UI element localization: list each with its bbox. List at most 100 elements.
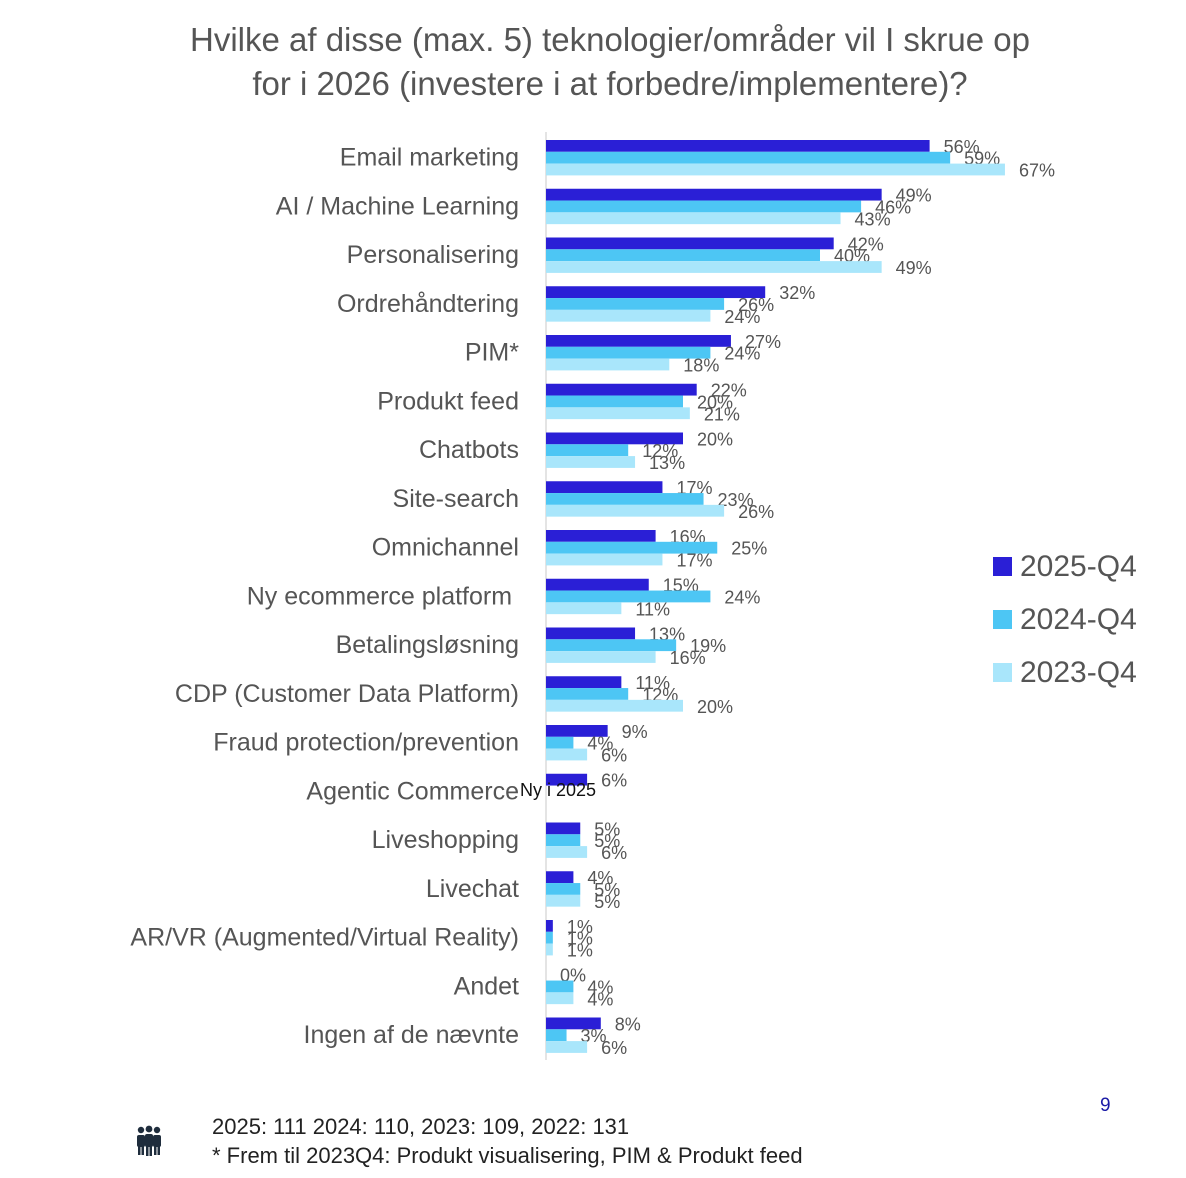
data-label: 20%	[697, 429, 733, 449]
bar-2024-q4	[546, 736, 574, 749]
title-line-1: Hvilke af disse (max. 5) teknologier/omr…	[190, 21, 1030, 58]
category-label: Omnichannel	[372, 534, 519, 562]
bar-2025-q4	[546, 871, 574, 884]
legend-label-2025: 2025-Q4	[1020, 549, 1137, 583]
data-label: 1%	[567, 941, 593, 961]
data-label: 27%	[745, 332, 781, 352]
bar-2024-q4	[546, 590, 711, 603]
data-label: 6%	[601, 771, 627, 791]
bar-2023-q4	[546, 894, 581, 907]
data-label: 5%	[594, 831, 620, 851]
category-label: Email marketing	[340, 144, 519, 172]
data-label: 12%	[642, 441, 678, 461]
bar-2023-q4	[546, 699, 683, 712]
bar-2023-q4	[546, 261, 882, 273]
data-label: 23%	[718, 490, 754, 510]
data-label: 42%	[848, 234, 884, 254]
bar-2024-q4	[546, 688, 629, 700]
bar-2023-q4	[546, 602, 622, 615]
data-label: 24%	[724, 344, 760, 364]
bar-2025-q4	[546, 335, 731, 347]
category-label: CDP (Customer Data Platform)	[175, 680, 519, 708]
data-label: 26%	[738, 502, 774, 522]
data-label: 19%	[690, 636, 726, 656]
bar-2024-q4	[546, 151, 951, 164]
category-label: Personalisering	[347, 241, 519, 269]
bar-2023-q4	[546, 504, 725, 517]
title-line-2: for i 2026 (investere i at forbedre/impl…	[252, 65, 968, 102]
data-label: 5%	[594, 819, 620, 839]
bar-2024-q4	[546, 883, 581, 895]
data-label: 1%	[567, 929, 593, 949]
bar-2024-q4	[546, 395, 683, 408]
bar-2025-q4	[546, 822, 581, 835]
data-label: 11%	[635, 599, 670, 619]
data-label: 20%	[697, 392, 733, 412]
bar-2025-q4	[546, 188, 882, 201]
footer-note: 2025: 111 2024: 110, 2023: 109, 2022: 13…	[212, 1112, 803, 1170]
bar-2024-q4	[546, 298, 725, 310]
footer-sample-sizes: 2025: 111 2024: 110, 2023: 109, 2022: 13…	[212, 1114, 630, 1139]
bar-2023-q4	[546, 943, 553, 956]
bar-2025-q4	[546, 725, 608, 737]
data-label: 17%	[676, 551, 712, 571]
bar-2024-q4	[546, 1029, 567, 1042]
category-label: Ingen af de nævnte	[304, 1021, 519, 1049]
category-label: Betalingsløsning	[336, 631, 519, 659]
bar-2023-q4	[546, 846, 588, 858]
bar-2025-q4	[546, 140, 930, 152]
people-group-icon	[137, 1125, 161, 1156]
chart-title: Hvilke af disse (max. 5) teknologier/omr…	[60, 18, 1160, 106]
data-label: 46%	[875, 197, 911, 217]
legend-swatch-2023	[993, 663, 1012, 682]
data-label: 4%	[587, 977, 613, 997]
category-label: Fraud protection/prevention	[213, 729, 519, 757]
data-label: 24%	[724, 307, 760, 327]
bar-2025-q4	[546, 1017, 601, 1030]
bar-2023-q4	[546, 358, 670, 371]
bar-2024-q4	[546, 980, 574, 993]
data-label: 16%	[670, 648, 706, 668]
data-label: 11%	[635, 673, 670, 693]
legend-swatch-2025	[993, 557, 1012, 576]
bar-2024-q4	[546, 541, 718, 554]
bar-2024-q4	[546, 834, 581, 847]
data-label: 13%	[649, 453, 685, 473]
bar-2023-q4	[546, 309, 711, 322]
data-label: 5%	[594, 892, 620, 912]
bar-2023-q4	[546, 748, 588, 761]
data-label: 56%	[944, 137, 980, 157]
data-label: 4%	[587, 989, 613, 1009]
data-label: 6%	[601, 843, 627, 863]
bar-2023-q4	[546, 1041, 588, 1053]
data-label: 1%	[567, 917, 593, 937]
bar-2023-q4	[546, 407, 690, 420]
data-label: 43%	[855, 209, 891, 229]
bar-2025-q4	[546, 773, 588, 786]
data-label: 8%	[615, 1014, 641, 1034]
data-label: 26%	[738, 295, 774, 315]
bar-2025-q4	[546, 286, 766, 299]
data-label: 6%	[601, 1038, 627, 1058]
data-label: 67%	[1019, 161, 1055, 181]
bar-2025-q4	[546, 530, 656, 542]
category-label: AI / Machine Learning	[276, 192, 519, 220]
category-label: Ny ecommerce platform	[247, 582, 519, 610]
footer-footnote: * Frem til 2023Q4: Produkt visualisering…	[212, 1143, 803, 1168]
bar-2023-q4	[546, 992, 574, 1005]
bar-2025-q4	[546, 237, 834, 250]
data-label: 49%	[896, 258, 932, 278]
data-label: 21%	[704, 404, 740, 424]
category-label: PIM*	[465, 339, 519, 367]
category-label: Site-search	[393, 485, 519, 513]
bar-2025-q4	[546, 578, 649, 591]
data-label: 9%	[622, 722, 648, 742]
data-label: 18%	[683, 356, 719, 376]
bar-2024-q4	[546, 249, 820, 262]
bar-2024-q4	[546, 346, 711, 359]
bar-2023-q4	[546, 212, 841, 225]
legend: 2025-Q4 2024-Q4 2023-Q4	[993, 540, 1137, 699]
bar-2024-q4	[546, 200, 862, 213]
data-label: 22%	[711, 381, 747, 401]
annotation-label: Ny i 2025	[520, 780, 596, 800]
